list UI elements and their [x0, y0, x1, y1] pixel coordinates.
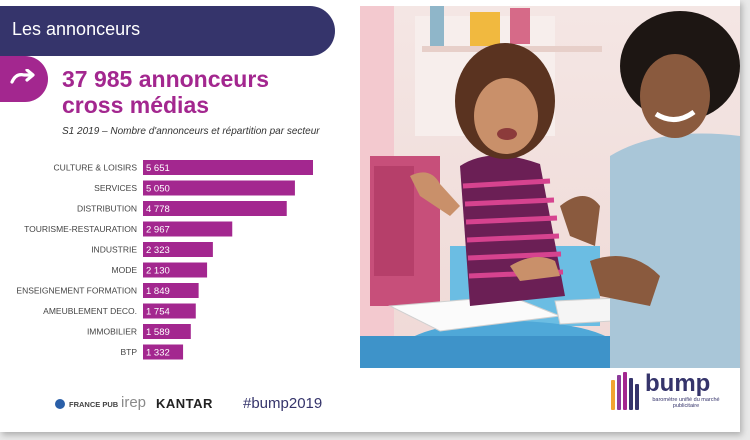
bar-value-label: 1 754 — [146, 307, 170, 318]
bar-chart: CULTURE & LOISIRS 5 651 SERVICES 5 050 DISTR… — [16, 160, 313, 360]
headline-line-1: 37 985 annonceurs — [62, 66, 270, 92]
bump-bars-icon — [611, 372, 639, 410]
category-label: DISTRIBUTION — [77, 204, 137, 214]
bar-value-label: 1 849 — [146, 286, 170, 297]
irep-logo: irep — [121, 394, 147, 411]
bar — [143, 283, 199, 298]
category-label: SERVICES — [94, 183, 137, 193]
category-label: INDUSTRIE — [91, 245, 137, 255]
category-label: ENSEIGNEMENT FORMATION — [16, 286, 137, 296]
bar-value-label: 5 050 — [146, 184, 170, 195]
bar-value-label: 2 323 — [146, 245, 170, 256]
category-label: TOURISME-RESTAURATION — [24, 224, 137, 234]
bar — [143, 324, 191, 339]
bar — [143, 180, 295, 196]
kantar-logo: KANTAR — [156, 396, 213, 411]
bar-value-label: 2 967 — [146, 225, 170, 236]
headline: 37 985 annonceurs cross médias — [62, 66, 352, 118]
bump-wordmark: bump — [645, 370, 711, 397]
bar — [143, 242, 213, 257]
bar-value-label: 2 130 — [146, 266, 170, 277]
category-label: IMMOBILIER — [87, 327, 137, 337]
bar — [143, 221, 233, 237]
bump-tagline: baromètre unifié du marché publicitaire — [652, 397, 720, 409]
francepub-label: FRANCE PUB — [69, 400, 119, 409]
arrow-right-icon — [10, 69, 35, 84]
chart-subtitle: S1 2019 – Nombre d'annonceurs et réparti… — [62, 126, 320, 137]
bar — [143, 262, 208, 278]
bar-value-label: 1 332 — [146, 348, 170, 359]
title-banner: Les annonceurs — [0, 6, 335, 56]
category-label: AMEUBLEMENT DECO. — [43, 306, 137, 316]
bar — [143, 201, 287, 216]
bar-value-label: 1 589 — [146, 327, 170, 338]
category-label: MODE — [112, 265, 138, 275]
francepub-icon — [55, 399, 65, 409]
category-label: BTP — [120, 347, 137, 357]
bar-value-label: 5 651 — [146, 163, 170, 174]
bar — [143, 303, 196, 319]
hashtag: #bump2019 — [243, 395, 323, 412]
slide: Les annonceurs 37 985 annonceurs cross m… — [0, 0, 740, 432]
francepub-logo: FRANCE PUB — [55, 399, 118, 409]
mother-daughter-photo — [360, 6, 740, 368]
arrow-badge — [0, 56, 48, 102]
section-title: Les annonceurs — [12, 19, 141, 39]
category-label: CULTURE & LOISIRS — [54, 163, 138, 173]
headline-line-2: cross médias — [62, 92, 210, 118]
bar-value-label: 4 778 — [146, 204, 170, 215]
bar — [143, 160, 313, 175]
bar — [143, 344, 184, 360]
